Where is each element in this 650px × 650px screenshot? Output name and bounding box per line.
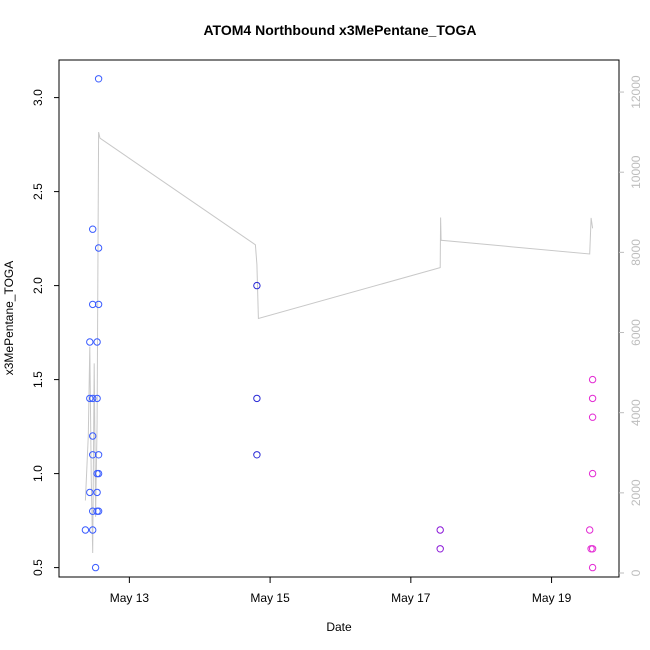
data-point (94, 507, 103, 515)
data-point (253, 451, 261, 459)
x-tick-label: May 19 (532, 591, 572, 605)
data-point (94, 451, 103, 459)
data-point (89, 451, 97, 459)
data-point (94, 469, 103, 478)
data-point (588, 375, 597, 384)
plot-area (58, 59, 620, 578)
data-point (89, 526, 97, 534)
data-point (436, 545, 444, 553)
data-point (93, 488, 101, 497)
y2-tick-label: 10000 (629, 155, 643, 189)
data-point (94, 300, 103, 309)
data-point (588, 413, 597, 421)
bottom-axis: May 13 May 15 May 17 May 19 (110, 577, 572, 605)
y2-tick-label: 4000 (629, 399, 643, 426)
y2-tick-label: 12000 (629, 75, 643, 109)
data-point (587, 545, 595, 553)
data-point (81, 526, 90, 534)
data-point (89, 300, 97, 309)
y-tick-label: 0.5 (31, 559, 45, 576)
data-point (89, 432, 97, 440)
y-tick-label: 1.5 (31, 371, 45, 388)
data-point (253, 394, 261, 403)
data-point (436, 526, 444, 534)
altitude-line-layer (84, 131, 594, 554)
data-point (588, 469, 597, 478)
data-point (94, 244, 103, 252)
x-tick-label: May 13 (110, 591, 150, 605)
altitude-line (84, 131, 594, 554)
y-tick-label: 2.5 (31, 183, 45, 200)
data-point (588, 563, 597, 572)
data-point (89, 507, 97, 515)
y-axis-label: x3MePentane_TOGA (2, 261, 16, 376)
y-tick-label: 1.0 (31, 465, 45, 482)
y-tick-label: 3.0 (31, 89, 45, 106)
y2-tick-label: 6000 (629, 319, 643, 346)
plot-frame (58, 59, 620, 578)
left-axis: 0.5 1.0 1.5 2.0 2.5 3.0 (31, 89, 59, 576)
data-point (588, 545, 597, 553)
data-point (93, 338, 101, 346)
right-axis: 0 2000 4000 6000 8000 10000 12000 (619, 75, 643, 576)
data-point (86, 394, 94, 403)
y-tick-label: 2.0 (31, 277, 45, 294)
data-point (89, 225, 97, 233)
data-point (91, 563, 100, 572)
y2-tick-label: 0 (629, 569, 643, 576)
data-point (86, 338, 94, 346)
chart-title: ATOM4 Northbound x3MePentane_TOGA (203, 22, 476, 38)
x-tick-label: May 15 (250, 591, 290, 605)
data-point (253, 281, 261, 290)
data-point (588, 394, 597, 403)
data-point (586, 526, 594, 534)
data-point (93, 394, 101, 403)
y2-tick-label: 8000 (629, 239, 643, 266)
y2-tick-label: 2000 (629, 479, 643, 506)
points-layer (81, 75, 597, 572)
data-point (94, 75, 103, 83)
data-point (89, 394, 97, 403)
data-point (93, 507, 101, 515)
data-point (86, 488, 94, 497)
x-axis-label: Date (326, 620, 352, 634)
x-tick-label: May 17 (391, 591, 431, 605)
